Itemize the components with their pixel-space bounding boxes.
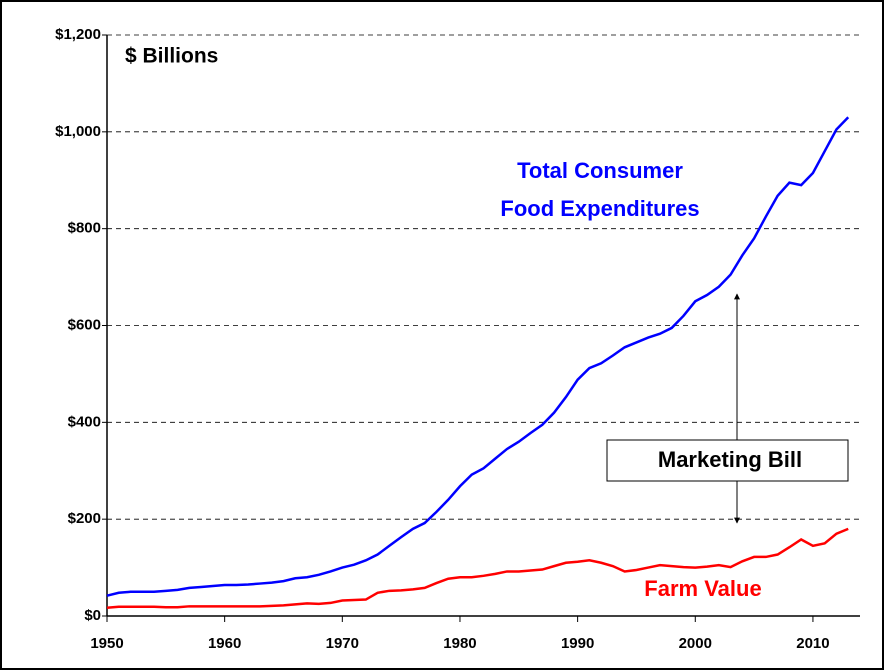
- callout-box: [606, 439, 849, 482]
- series-label: Food Expenditures: [500, 196, 699, 221]
- x-tick-label: 2010: [796, 635, 829, 652]
- x-tick-label: 1970: [326, 635, 359, 652]
- unit-label: $ Billions: [125, 45, 218, 68]
- series-line: [106, 527, 849, 610]
- x-tick-label: 2000: [679, 635, 712, 652]
- y-tick-label: $1,000: [55, 123, 101, 140]
- y-tick-label: $800: [68, 220, 101, 237]
- series-label: Total Consumer: [517, 158, 683, 183]
- y-tick-label: $0: [84, 607, 101, 624]
- x-tick-label: 1990: [561, 635, 594, 652]
- y-tick-label: $1,200: [55, 26, 101, 43]
- x-tick-label: 1950: [90, 635, 123, 652]
- x-tick-label: 1980: [443, 635, 476, 652]
- series-line: [106, 116, 850, 597]
- y-tick-label: $200: [68, 510, 101, 527]
- y-tick-label: $600: [68, 316, 101, 333]
- series-label: Farm Value: [644, 576, 761, 601]
- y-tick-label: $400: [68, 413, 101, 430]
- x-tick-label: 1960: [208, 635, 241, 652]
- callout: Marketing Bill: [658, 447, 802, 472]
